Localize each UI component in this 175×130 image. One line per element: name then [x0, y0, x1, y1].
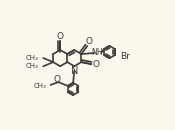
Text: CH₃: CH₃ [25, 55, 38, 61]
Text: Br: Br [121, 52, 130, 61]
Text: O: O [54, 75, 61, 84]
Text: NH: NH [92, 48, 103, 57]
Text: O: O [93, 60, 100, 69]
Text: CH₃: CH₃ [25, 63, 38, 69]
Text: N: N [71, 66, 78, 76]
Text: CH₃: CH₃ [33, 83, 46, 89]
Text: O: O [86, 37, 93, 46]
Text: O: O [57, 32, 64, 41]
